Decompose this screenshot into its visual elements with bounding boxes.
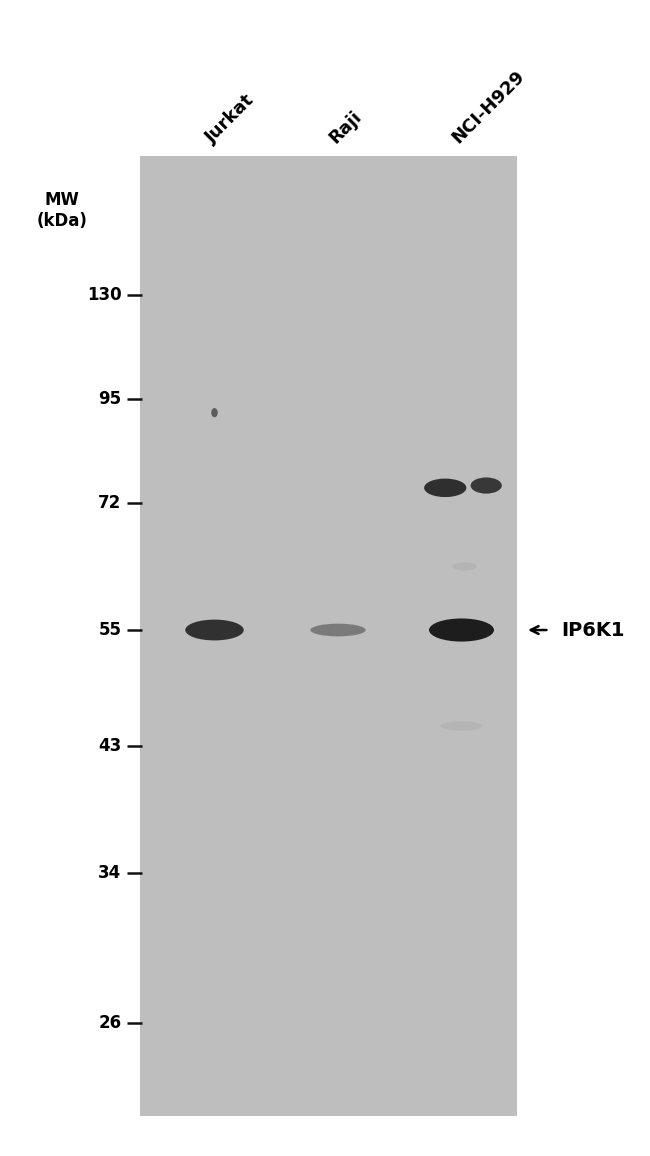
Ellipse shape: [185, 620, 244, 640]
Text: Jurkat: Jurkat: [202, 91, 257, 147]
Text: IP6K1: IP6K1: [561, 621, 625, 639]
Ellipse shape: [441, 721, 482, 731]
Ellipse shape: [424, 479, 467, 497]
Text: 55: 55: [99, 621, 122, 639]
FancyArrowPatch shape: [531, 627, 547, 633]
Text: 130: 130: [87, 286, 122, 304]
Text: MW
(kDa): MW (kDa): [36, 191, 87, 230]
Text: NCI-H929: NCI-H929: [448, 67, 528, 147]
Ellipse shape: [211, 408, 218, 417]
Text: 72: 72: [98, 494, 122, 512]
FancyBboxPatch shape: [140, 156, 517, 1116]
Ellipse shape: [452, 562, 477, 570]
Ellipse shape: [471, 477, 502, 494]
Text: Raji: Raji: [325, 108, 365, 147]
Text: 95: 95: [98, 390, 122, 408]
Ellipse shape: [311, 624, 365, 636]
Text: 34: 34: [98, 864, 122, 882]
Text: 43: 43: [98, 736, 122, 755]
Text: 26: 26: [98, 1014, 122, 1032]
Ellipse shape: [429, 618, 494, 642]
